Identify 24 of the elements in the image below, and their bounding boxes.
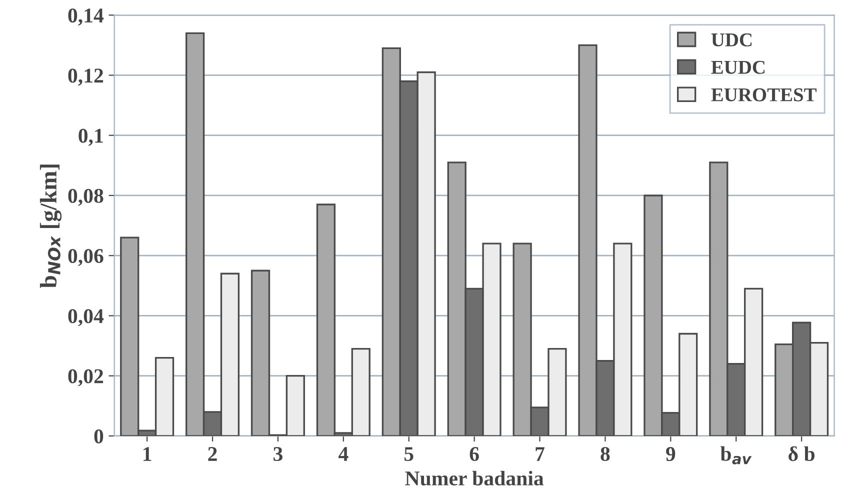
y-tick-label: 0,02 <box>68 369 104 386</box>
y-tick-label: 0 <box>94 429 104 444</box>
x-tick-label: 3 <box>274 447 282 462</box>
x-tick-label: 8 <box>600 446 610 462</box>
x-tick-label: 5 <box>404 447 414 462</box>
y-tick-label: 0,14 <box>68 8 104 26</box>
y-tick-label: 0,08 <box>68 188 104 206</box>
legend-label: EUROTEST <box>711 88 816 102</box>
y-tick-label: 0,04 <box>68 309 104 326</box>
x-tick-label: 4 <box>338 447 348 461</box>
x-tick-label: b$_{av}$ <box>720 446 752 464</box>
y-tick-label: 0,12 <box>68 68 104 86</box>
x-tick-label: 6 <box>470 447 479 462</box>
legend-label: UDC <box>711 33 752 46</box>
x-tick-label: δ b <box>788 446 815 462</box>
y-tick-label: 0,06 <box>68 248 104 266</box>
x-tick-label: 2 <box>208 447 217 461</box>
y-axis-title: b$_{NOx}$ [g/km] <box>40 164 62 288</box>
legend-label: EUDC <box>711 60 765 74</box>
y-tick-label: 0,1 <box>78 128 103 146</box>
x-tick-label: 1 <box>144 447 152 461</box>
x-tick-label: 7 <box>536 447 544 461</box>
x-tick-label: 9 <box>666 447 676 462</box>
x-axis-title: Numer badania <box>405 470 544 486</box>
